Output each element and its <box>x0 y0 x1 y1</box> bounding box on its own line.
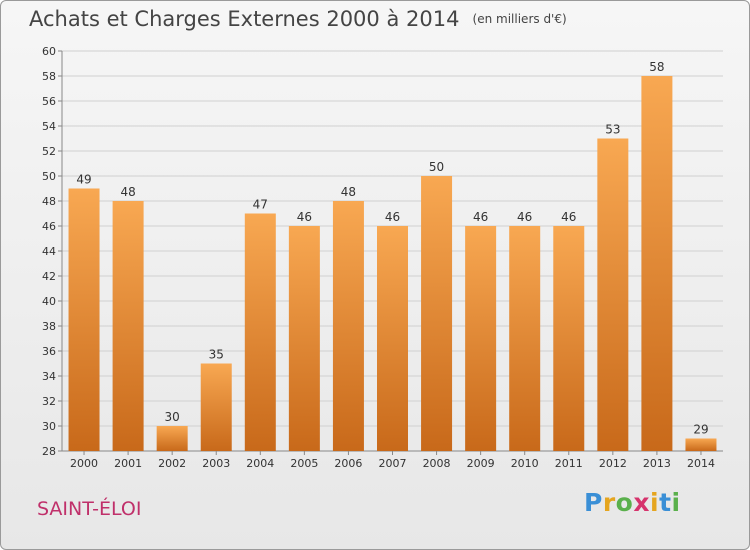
x-tick-label: 2014 <box>687 457 715 470</box>
y-tick-label: 56 <box>42 95 56 108</box>
x-tick-label: 2007 <box>379 457 407 470</box>
value-label: 48 <box>341 185 356 199</box>
y-tick-label: 54 <box>42 120 56 133</box>
logo-letter: o <box>615 488 634 517</box>
y-tick-label: 36 <box>42 345 56 358</box>
value-label: 46 <box>385 210 400 224</box>
chart-title: Achats et Charges Externes 2000 à 2014 (… <box>29 7 567 31</box>
logo-letter: i <box>650 488 660 517</box>
bar <box>421 176 453 451</box>
bar <box>377 226 408 451</box>
x-tick-label: 2002 <box>158 457 186 470</box>
y-tick-label: 30 <box>42 420 56 433</box>
x-tick-label: 2005 <box>290 457 318 470</box>
y-tick-label: 28 <box>42 445 56 458</box>
bar <box>465 226 497 451</box>
x-tick-label: 2010 <box>511 457 539 470</box>
value-label: 30 <box>165 410 180 424</box>
value-label: 47 <box>253 198 268 212</box>
value-label: 46 <box>517 210 532 224</box>
bar <box>288 226 320 451</box>
bar <box>685 438 717 451</box>
bar <box>112 201 144 451</box>
y-tick-label: 48 <box>42 195 56 208</box>
bar <box>200 363 232 451</box>
bar <box>244 213 276 451</box>
y-tick-label: 38 <box>42 320 56 333</box>
value-label: 29 <box>693 423 708 437</box>
value-label: 53 <box>605 123 620 137</box>
bar <box>597 138 629 451</box>
y-tick-label: 34 <box>42 370 56 383</box>
x-tick-label: 2003 <box>202 457 230 470</box>
logo-letter: x <box>633 488 650 517</box>
value-label: 50 <box>429 160 444 174</box>
x-tick-labels: 2000 2001 2002 2003 2004 2005 2006 2007 2008 2009… <box>70 457 715 470</box>
y-tick-label: 60 <box>42 45 56 58</box>
logo-letter: i <box>671 488 681 517</box>
value-label: 49 <box>76 173 91 187</box>
y-tick-label: 58 <box>42 70 56 83</box>
y-tick-label: 40 <box>42 295 56 308</box>
chart-title-text: Achats et Charges Externes 2000 à 2014 <box>29 7 460 31</box>
value-label: 58 <box>649 60 664 74</box>
bars <box>68 76 717 451</box>
proxiti-logo: Proxiti <box>584 488 681 517</box>
x-tick-label: 2011 <box>555 457 583 470</box>
y-tick-label: 42 <box>42 270 56 283</box>
bar <box>509 226 541 451</box>
value-label: 35 <box>209 348 224 362</box>
value-label: 46 <box>561 210 576 224</box>
x-tick-label: 2013 <box>643 457 671 470</box>
x-tick-label: 2006 <box>334 457 362 470</box>
y-tick-label: 32 <box>42 395 56 408</box>
commune-name: SAINT-ÉLOI <box>37 498 142 520</box>
x-tick-label: 2009 <box>467 457 495 470</box>
bar <box>156 426 188 451</box>
value-label: 48 <box>120 185 135 199</box>
value-label: 46 <box>473 210 488 224</box>
logo-letter: r <box>602 488 616 517</box>
value-labels: 49 48 30 35 47 46 48 46 50 46 46 46 53 58 29 <box>76 60 708 437</box>
y-tick-labels: 28 30 32 34 36 38 40 42 44 46 48 50 52 54 56 58 60 <box>42 45 56 458</box>
logo-letter: t <box>659 488 672 517</box>
y-tick-label: 52 <box>42 145 56 158</box>
value-label: 46 <box>297 210 312 224</box>
bar <box>332 201 364 451</box>
y-tick-label: 46 <box>42 220 56 233</box>
y-tick-label: 44 <box>42 245 56 258</box>
bar <box>553 226 585 451</box>
bar <box>641 76 673 451</box>
logo-letter: P <box>584 488 603 517</box>
x-tick-label: 2000 <box>70 457 98 470</box>
x-tick-label: 2008 <box>423 457 451 470</box>
x-tick-label: 2001 <box>114 457 142 470</box>
bar <box>68 188 100 451</box>
x-tick-label: 2004 <box>246 457 274 470</box>
chart-unit: (en milliers d'€) <box>472 12 567 26</box>
y-tick-label: 50 <box>42 170 56 183</box>
x-tick-label: 2012 <box>599 457 627 470</box>
